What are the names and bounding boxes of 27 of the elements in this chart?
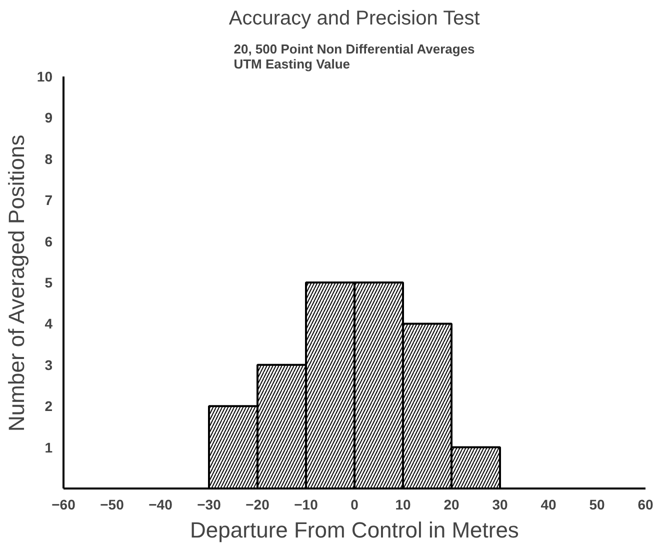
y-tick-label: 8 <box>44 150 53 167</box>
x-tick-label: −40 <box>148 496 173 512</box>
x-tick-label: 60 <box>638 496 654 512</box>
y-tick-label: 4 <box>44 316 53 332</box>
y-tick-label: 5 <box>44 274 53 290</box>
x-tick-label: 0 <box>350 496 359 512</box>
chart-title: Accuracy and Precision Test <box>228 8 480 30</box>
x-tick-label: 30 <box>492 496 508 512</box>
x-tick-label: 50 <box>589 496 605 512</box>
y-axis-title: Number of Averaged Positions <box>4 134 29 432</box>
y-tick-label: 6 <box>44 233 53 250</box>
y-tick-label: 1 <box>44 439 53 456</box>
x-tick-label: 10 <box>395 496 411 512</box>
x-axis-title: Departure From Control in Metres <box>190 518 519 542</box>
y-tick-label: 7 <box>44 192 53 208</box>
x-tick-label: −10 <box>294 496 318 512</box>
x-tick-label: −50 <box>100 496 124 512</box>
x-tick-label: −30 <box>197 496 222 512</box>
y-tick-label: 3 <box>44 356 53 373</box>
y-tick-label: 9 <box>44 110 53 126</box>
x-tick-label: 40 <box>540 496 556 512</box>
x-tick-label: −20 <box>246 496 270 512</box>
y-tick-label: 10 <box>36 68 53 84</box>
x-tick-label: 20 <box>444 496 460 512</box>
x-tick-label: −60 <box>52 496 76 512</box>
y-tick-label: 2 <box>44 398 53 414</box>
chart-subtitle: 20, 500 Point Non Differential Averages UTM Easting Value <box>234 42 475 72</box>
